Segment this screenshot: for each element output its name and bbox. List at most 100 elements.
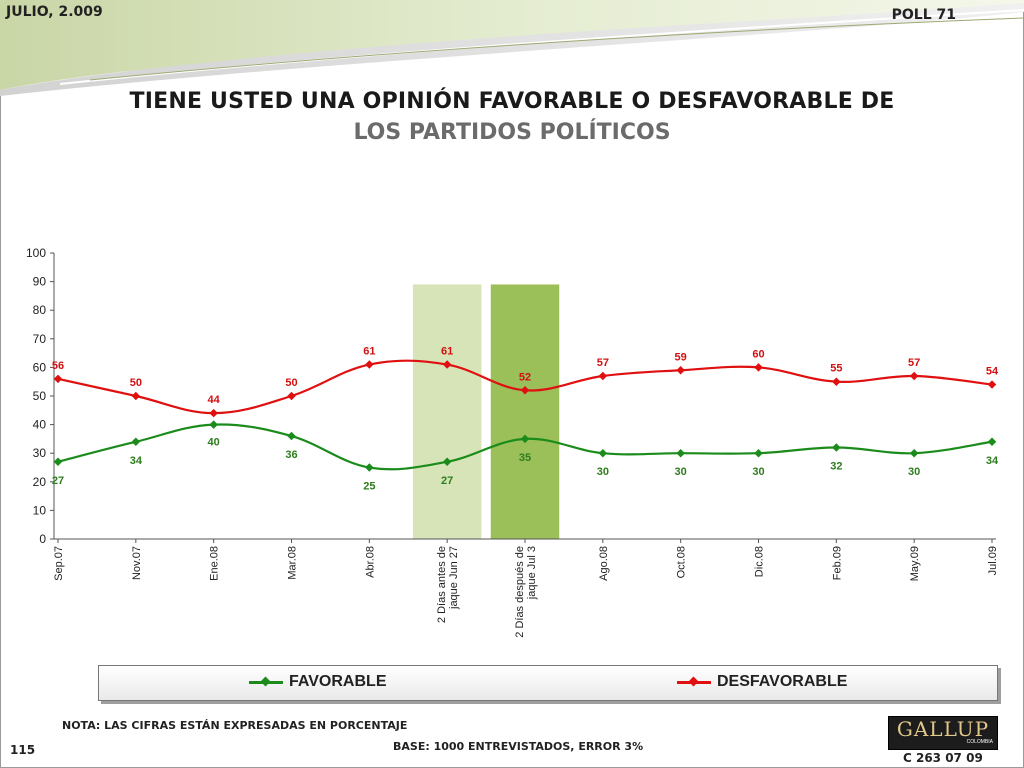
x-tick-label: Ago.08 <box>598 546 610 581</box>
data-label-favorable: 30 <box>908 466 920 478</box>
legend-label-desfavorable: DESFAVORABLE <box>717 673 848 690</box>
data-label-desfavorable: 56 <box>52 360 64 372</box>
data-point-desfavorable <box>287 391 296 401</box>
data-point-favorable <box>520 434 530 444</box>
data-label-desfavorable: 61 <box>363 346 375 358</box>
x-tick-label: 2 Días después de jaque Jul 3 <box>514 546 538 638</box>
logo-text: GALLUP <box>896 717 990 741</box>
data-point-desfavorable <box>520 386 530 395</box>
data-point-favorable <box>287 431 296 441</box>
x-tick-label: Mar.08 <box>287 546 299 580</box>
y-tick-label: 30 <box>33 446 47 460</box>
data-point-desfavorable <box>131 391 141 401</box>
chart-title: TIENE USTED UNA OPINIÓN FAVORABLE O DESF… <box>129 89 895 114</box>
data-point-desfavorable <box>53 374 63 384</box>
x-tick-label-line: 2 Días antes de <box>436 546 448 623</box>
data-point-favorable <box>909 448 919 458</box>
highlight-band-0 <box>412 284 482 539</box>
data-point-favorable <box>754 448 763 458</box>
x-tick-label-line: 2 Días después de <box>514 546 526 638</box>
x-tick-label-line: Oct.08 <box>676 546 688 578</box>
y-tick-label: 10 <box>33 503 47 517</box>
data-label-desfavorable: 60 <box>752 348 764 360</box>
x-tick-label-line: jaque Jun 27 <box>448 546 460 610</box>
legend-item-desfavorable: DESFAVORABLE <box>677 673 847 691</box>
data-point-favorable <box>131 437 141 447</box>
data-label-favorable: 30 <box>675 466 687 478</box>
data-point-favorable <box>676 448 685 458</box>
gallup-logo: GALLUP COLOMBIA <box>888 716 998 750</box>
data-label-favorable: 30 <box>752 466 764 478</box>
x-tick-label: Oct.08 <box>676 546 688 578</box>
data-point-desfavorable <box>209 408 218 418</box>
data-label-favorable: 35 <box>519 452 531 464</box>
data-label-desfavorable: 54 <box>986 366 999 378</box>
legend-item-favorable: FAVORABLE <box>249 673 386 691</box>
line-chart: 0 10 20 30 40 50 60 70 80 90 100 Sep.07 Nov.07 Ene.08… <box>26 246 999 638</box>
x-tick-label-line: Dic.08 <box>754 546 766 577</box>
data-point-desfavorable <box>754 363 763 372</box>
data-label-favorable: 34 <box>130 455 143 467</box>
x-tick-label-line: Feb.09 <box>831 546 843 580</box>
data-label-desfavorable: 50 <box>285 377 297 389</box>
data-label-favorable: 32 <box>830 460 842 472</box>
x-tick-label: Feb.09 <box>831 546 843 580</box>
data-label-favorable: 36 <box>285 449 297 461</box>
x-tick-label-line: Sep.07 <box>53 546 65 581</box>
y-tick-label: 40 <box>33 418 47 432</box>
data-label-favorable: 40 <box>208 437 220 449</box>
data-label-desfavorable: 59 <box>675 351 687 363</box>
chart-legend: FAVORABLE DESFAVORABLE <box>98 665 998 701</box>
data-point-favorable <box>365 463 374 472</box>
report-date: JULIO, 2.009 <box>6 4 103 20</box>
data-point-desfavorable <box>909 371 919 381</box>
legend-label-favorable: FAVORABLE <box>289 673 387 690</box>
x-tick-label-line: May.09 <box>909 546 921 581</box>
y-tick-label: 70 <box>33 332 47 346</box>
data-point-desfavorable <box>832 377 841 386</box>
data-label-desfavorable: 61 <box>441 346 453 358</box>
data-point-favorable <box>598 448 608 458</box>
data-point-favorable <box>442 457 452 467</box>
x-tick-label: Ene.08 <box>209 546 221 581</box>
x-tick-label-line: Nov.07 <box>131 546 143 580</box>
x-tick-label-line: Mar.08 <box>287 546 299 580</box>
y-tick-label: 20 <box>33 475 47 489</box>
y-tick-label: 90 <box>33 275 47 289</box>
x-tick-label: Jul.09 <box>987 546 999 575</box>
data-point-favorable <box>987 437 997 447</box>
x-tick-label-line: Abr.08 <box>364 546 376 578</box>
x-tick-label: 2 Días antes de jaque Jun 27 <box>436 546 460 623</box>
document-code: C 263 07 09 <box>903 751 983 765</box>
data-label-favorable: 27 <box>441 475 453 487</box>
data-label-desfavorable: 44 <box>208 394 221 406</box>
y-tick-label: 80 <box>33 303 47 317</box>
data-label-favorable: 30 <box>597 466 609 478</box>
legend-swatch-favorable <box>249 676 283 686</box>
sample-base: BASE: 1000 ENTREVISTADOS, ERROR 3% <box>393 740 644 753</box>
x-tick-label-line: Jul.09 <box>987 546 999 575</box>
data-label-favorable: 25 <box>363 481 375 493</box>
data-label-desfavorable: 57 <box>597 357 609 369</box>
data-label-desfavorable: 52 <box>519 371 531 383</box>
data-point-desfavorable <box>442 360 452 369</box>
header-swoosh <box>0 0 1024 96</box>
footnote: NOTA: LAS CIFRAS ESTÁN EXPRESADAS EN POR… <box>62 719 408 732</box>
x-tick-label: Sep.07 <box>53 546 65 581</box>
data-point-desfavorable <box>676 366 685 375</box>
data-point-favorable <box>53 457 63 467</box>
data-label-desfavorable: 57 <box>908 357 920 369</box>
data-label-favorable: 27 <box>52 475 64 487</box>
x-tick-label-line: Ene.08 <box>209 546 221 581</box>
legend-swatch-desfavorable <box>677 676 711 686</box>
y-tick-label: 60 <box>33 360 47 374</box>
data-label-desfavorable: 55 <box>830 363 842 375</box>
data-point-desfavorable <box>598 371 608 381</box>
x-tick-label: Dic.08 <box>754 546 766 577</box>
data-label-favorable: 34 <box>986 455 999 467</box>
poll-number: POLL 71 <box>891 7 956 23</box>
data-point-favorable <box>832 443 841 452</box>
x-tick-label: May.09 <box>909 546 921 581</box>
chart-subtitle: LOS PARTIDOS POLÍTICOS <box>353 120 671 145</box>
x-tick-label-line: Ago.08 <box>598 546 610 581</box>
